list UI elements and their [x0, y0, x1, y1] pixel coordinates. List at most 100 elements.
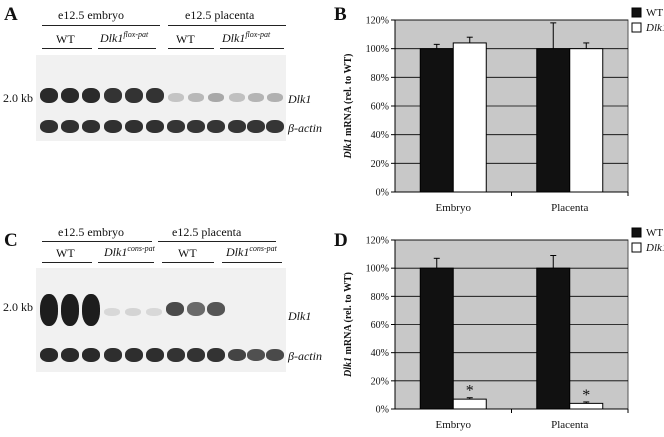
blot-band	[104, 308, 120, 316]
panel-b-bar-placenta-mutant	[569, 48, 604, 193]
blot-band	[104, 348, 122, 362]
panel-c-wt2-label: WT	[178, 246, 197, 260]
panel-c-letter: C	[4, 230, 18, 251]
panel-b-category-label: Embryo	[436, 202, 472, 214]
blot-band	[61, 120, 79, 133]
panel-c-group-embryo-label: e12.5 embryo	[58, 225, 124, 239]
panel-a-mut2-line	[220, 48, 284, 49]
blot-band	[207, 348, 225, 362]
blot-band	[125, 88, 143, 103]
panel-b-bar-placenta-wt	[536, 48, 571, 193]
panel-a-wt-label: WT	[56, 32, 75, 46]
panel-b-ytick-label: 40%	[371, 130, 389, 141]
panel-d-legend-label: Dlk1cons-pat	[645, 240, 664, 254]
blot-band	[267, 93, 283, 102]
panel-a-group-embryo-label: e12.5 embryo	[58, 8, 124, 22]
blot-band	[187, 302, 205, 316]
panel-c-dlk1-label: Dlk1	[288, 309, 312, 323]
panel-a-group-placenta-line	[168, 25, 286, 26]
blot-band	[228, 120, 246, 133]
panel-b-bar-embryo-mutant	[452, 42, 487, 193]
panel-c-mut2-label: Dlk1cons-pat	[226, 244, 277, 259]
panel-c-group-placenta-line	[158, 241, 276, 242]
blot-band	[167, 120, 185, 133]
panel-c-wt-line	[42, 262, 92, 263]
blot-band	[82, 120, 100, 133]
panel-b-legend-name: WT	[646, 7, 663, 19]
panel-a-mut-line	[98, 48, 156, 49]
blot-band	[229, 93, 245, 102]
panel-d-significance-star: *	[582, 387, 590, 404]
blot-band	[207, 120, 225, 133]
panel-b-legend-name: Dlk1	[645, 22, 664, 34]
blot-band	[146, 88, 164, 103]
panel-c-size-marker: 2.0 kb	[3, 300, 33, 314]
panel-d-legend-name: Dlk1	[645, 242, 664, 254]
panel-c-mut-label: Dlk1cons-pat	[104, 244, 155, 259]
blot-band	[125, 348, 143, 362]
blot-band	[40, 348, 58, 362]
blot-band	[247, 349, 265, 361]
blot-band	[266, 349, 284, 361]
panel-a-wt2-label: WT	[176, 32, 195, 46]
panel-b-ytick-label: 120%	[366, 16, 389, 27]
panel-c-wt-label: WT	[56, 246, 75, 260]
panel-d-ytick-label: 40%	[371, 348, 389, 359]
panel-a-mut-label: Dlk1flox-pat	[100, 30, 149, 45]
blot-band	[167, 348, 185, 362]
panel-c-mut-line	[98, 262, 154, 263]
panel-b-legend-swatch	[631, 7, 642, 18]
panel-d-bar-embryo-wt	[419, 267, 454, 410]
blot-band	[40, 120, 58, 133]
panel-a-actin-label: β-actin	[288, 121, 322, 135]
panel-d-category-label: Placenta	[551, 419, 588, 431]
panel-d-legend-swatch	[631, 227, 642, 238]
panel-a-wt-line	[42, 48, 92, 49]
panel-b-letter: B	[334, 4, 347, 25]
panel-c-northern-blot	[36, 268, 286, 372]
panel-b-bar-embryo-wt	[419, 48, 454, 193]
panel-c-group-placenta-label: e12.5 placenta	[172, 225, 242, 239]
panel-a-wt2-line	[168, 48, 214, 49]
panel-a-northern-blot	[36, 55, 286, 141]
panel-a-dlk1-label: Dlk1	[288, 92, 312, 106]
panel-b-ytick-label: 0%	[376, 188, 389, 199]
panel-d-ylabel: Dlk1 mRNA (rel. to WT)	[343, 272, 354, 378]
panel-d-ytick-label: 20%	[371, 376, 389, 387]
blot-band	[168, 93, 184, 102]
panel-b-category-label: Placenta	[551, 202, 588, 214]
panel-d-letter: D	[334, 230, 348, 251]
panel-d-ylabel-rest: mRNA (rel. to WT)	[343, 272, 354, 357]
panel-a-size-marker: 2.0 kb	[3, 91, 33, 105]
panel-d-ytick-label: 60%	[371, 320, 389, 331]
panel-b-ytick-label: 80%	[371, 73, 389, 84]
panel-d-category-label: Embryo	[436, 419, 472, 431]
blot-band	[248, 93, 264, 102]
panel-d-ylabel-gene: Dlk1	[343, 357, 354, 378]
blot-band	[146, 308, 162, 316]
panel-a-group-embryo-line	[42, 25, 160, 26]
panel-b-ylabel-gene: Dlk1	[343, 138, 354, 159]
blot-band	[40, 88, 58, 103]
panel-b-ytick-label: 100%	[366, 44, 389, 55]
blot-band	[104, 120, 122, 133]
blot-band	[146, 348, 164, 362]
blot-band	[82, 348, 100, 362]
panel-d-bar-placenta-mutant	[569, 402, 604, 410]
blot-band	[82, 294, 100, 326]
panel-a-letter: A	[4, 4, 18, 25]
panel-d-bar-embryo-mutant	[452, 398, 487, 410]
blot-band	[61, 348, 79, 362]
blot-band	[166, 302, 184, 316]
panel-d-legend-label: WT	[646, 227, 663, 239]
panel-b-plot-area	[394, 19, 629, 193]
panel-b-legend-label: WT	[646, 7, 663, 19]
panel-c-wt2-line	[162, 262, 214, 263]
blot-band	[40, 294, 58, 326]
blot-band	[125, 120, 143, 133]
panel-b-ytick-label: 60%	[371, 102, 389, 113]
panel-d-legend-swatch	[631, 242, 642, 253]
blot-band	[187, 348, 205, 362]
blot-band	[207, 302, 225, 316]
blot-band	[188, 93, 204, 102]
